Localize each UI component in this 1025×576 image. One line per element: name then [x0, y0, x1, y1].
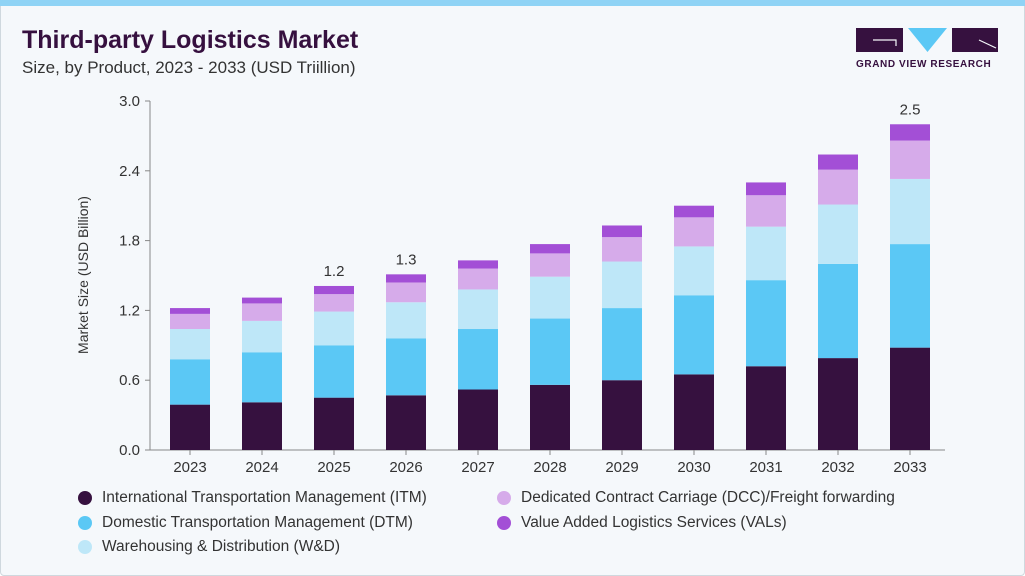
bar-segment-2026-4 [386, 274, 426, 283]
legend-label: Domestic Transportation Management (DTM) [102, 514, 413, 531]
y-axis-label: Market Size (USD Billion) [75, 196, 91, 354]
legend-item: Domestic Transportation Management (DTM) [78, 514, 413, 532]
bar-segment-2029-2 [602, 261, 642, 309]
legend-item: International Transportation Management … [78, 489, 427, 507]
legend-swatch-icon [78, 491, 92, 505]
bar-segment-2031-2 [746, 226, 786, 281]
bar-segment-2030-2 [674, 246, 714, 296]
bar-segment-2024-1 [242, 352, 282, 403]
bar-segment-2025-2 [314, 311, 354, 346]
bar-segment-2028-1 [530, 318, 570, 385]
x-tick-label: 2033 [893, 459, 926, 476]
legend-label: Value Added Logistics Services (VALs) [521, 514, 787, 531]
chart-title: Third-party Logistics Market [22, 26, 359, 54]
bar-segment-2023-0 [170, 404, 210, 450]
y-tick-label: 3.0 [119, 93, 140, 110]
bar-segment-2030-4 [674, 205, 714, 218]
bar-segment-2032-1 [818, 263, 858, 359]
bar-segment-2029-1 [602, 308, 642, 381]
bar-segment-2030-1 [674, 295, 714, 375]
bar-segment-2027-3 [458, 268, 498, 290]
y-tick-label: 2.4 [119, 163, 140, 180]
y-tick-label: 0.0 [119, 442, 140, 459]
bar-segment-2033-2 [890, 178, 930, 245]
top-accent-bar [0, 0, 1025, 6]
x-tick-label: 2028 [533, 459, 566, 476]
legend-label: Dedicated Contract Carriage (DCC)/Freigh… [521, 489, 895, 506]
y-tick-label: 1.2 [119, 302, 140, 319]
bar-segment-2031-3 [746, 195, 786, 227]
bar-segment-2025-0 [314, 397, 354, 450]
bar-segment-2026-0 [386, 395, 426, 450]
bar-segment-2028-2 [530, 276, 570, 319]
bar-segment-2026-3 [386, 282, 426, 303]
bar-segment-2024-4 [242, 297, 282, 304]
bar-segment-2027-2 [458, 289, 498, 330]
y-tick-label: 0.6 [119, 372, 140, 389]
logo-text: GRAND VIEW RESEARCH [856, 59, 992, 70]
total-annotation: 1.2 [324, 263, 345, 280]
bar-segment-2032-0 [818, 358, 858, 450]
bar-segment-2031-4 [746, 182, 786, 196]
grand-view-research-logo [856, 28, 998, 52]
total-annotation: 1.3 [396, 251, 417, 268]
bar-segment-2032-4 [818, 154, 858, 170]
bar-segment-2031-0 [746, 366, 786, 450]
legend-swatch-icon [497, 491, 511, 505]
bar-segment-2023-3 [170, 313, 210, 330]
y-tick-label: 1.8 [119, 233, 140, 250]
legend-label: Warehousing & Distribution (W&D) [102, 538, 341, 555]
bar-segment-2023-2 [170, 329, 210, 360]
x-tick-label: 2025 [317, 459, 350, 476]
bar-segment-2033-0 [890, 347, 930, 450]
x-tick-label: 2031 [749, 459, 782, 476]
bar-segment-2028-0 [530, 384, 570, 450]
bar-segment-2023-1 [170, 359, 210, 405]
bar-segment-2030-3 [674, 217, 714, 247]
bar-segment-2032-2 [818, 204, 858, 264]
bar-segment-2033-4 [890, 124, 930, 141]
bar-segment-2025-1 [314, 345, 354, 398]
bar-segment-2023-4 [170, 308, 210, 314]
bar-segment-2033-3 [890, 140, 930, 179]
bar-segment-2027-0 [458, 389, 498, 450]
bar-segment-2029-0 [602, 380, 642, 450]
bar-segment-2026-1 [386, 338, 426, 396]
x-tick-label: 2030 [677, 459, 710, 476]
bar-segment-2024-0 [242, 402, 282, 450]
bar-segment-2025-4 [314, 285, 354, 295]
legend-item: Warehousing & Distribution (W&D) [78, 538, 340, 556]
bar-segment-2029-4 [602, 225, 642, 238]
bar-segment-2029-3 [602, 237, 642, 262]
chart-subtitle: Size, by Product, 2023 - 2033 (USD Triil… [22, 58, 356, 77]
legend-swatch-icon [78, 516, 92, 530]
bar-segment-2028-3 [530, 253, 570, 277]
bar-segment-2030-0 [674, 374, 714, 450]
x-tick-label: 2023 [173, 459, 206, 476]
x-tick-label: 2026 [389, 459, 422, 476]
x-tick-label: 2029 [605, 459, 638, 476]
legend-swatch-icon [78, 540, 92, 554]
legend-swatch-icon [497, 516, 511, 530]
bar-segment-2024-3 [242, 303, 282, 321]
legend-item: Value Added Logistics Services (VALs) [497, 514, 787, 532]
x-tick-label: 2024 [245, 459, 278, 476]
bar-segment-2028-4 [530, 244, 570, 254]
legend-item: Dedicated Contract Carriage (DCC)/Freigh… [497, 489, 895, 507]
bar-segment-2027-4 [458, 260, 498, 269]
legend-label: International Transportation Management … [102, 489, 427, 506]
bar-segment-2024-2 [242, 320, 282, 353]
bar-segment-2025-3 [314, 294, 354, 312]
bar-segment-2027-1 [458, 329, 498, 390]
bar-segment-2031-1 [746, 280, 786, 367]
bar-segment-2033-1 [890, 244, 930, 348]
x-tick-label: 2027 [461, 459, 494, 476]
x-tick-label: 2032 [821, 459, 854, 476]
total-annotation: 2.5 [900, 101, 921, 118]
bar-segment-2026-2 [386, 302, 426, 339]
bar-segment-2032-3 [818, 169, 858, 205]
